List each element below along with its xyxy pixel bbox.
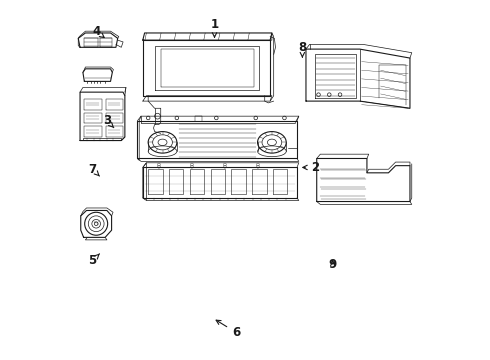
Text: 4: 4 [92,25,104,38]
Text: 1: 1 [211,18,219,37]
Text: 5: 5 [89,254,99,267]
Text: 2: 2 [303,161,319,174]
Text: 7: 7 [89,163,99,176]
Text: 9: 9 [329,258,337,271]
Text: 3: 3 [103,114,114,128]
Text: 8: 8 [298,41,307,57]
Text: 6: 6 [216,320,240,339]
